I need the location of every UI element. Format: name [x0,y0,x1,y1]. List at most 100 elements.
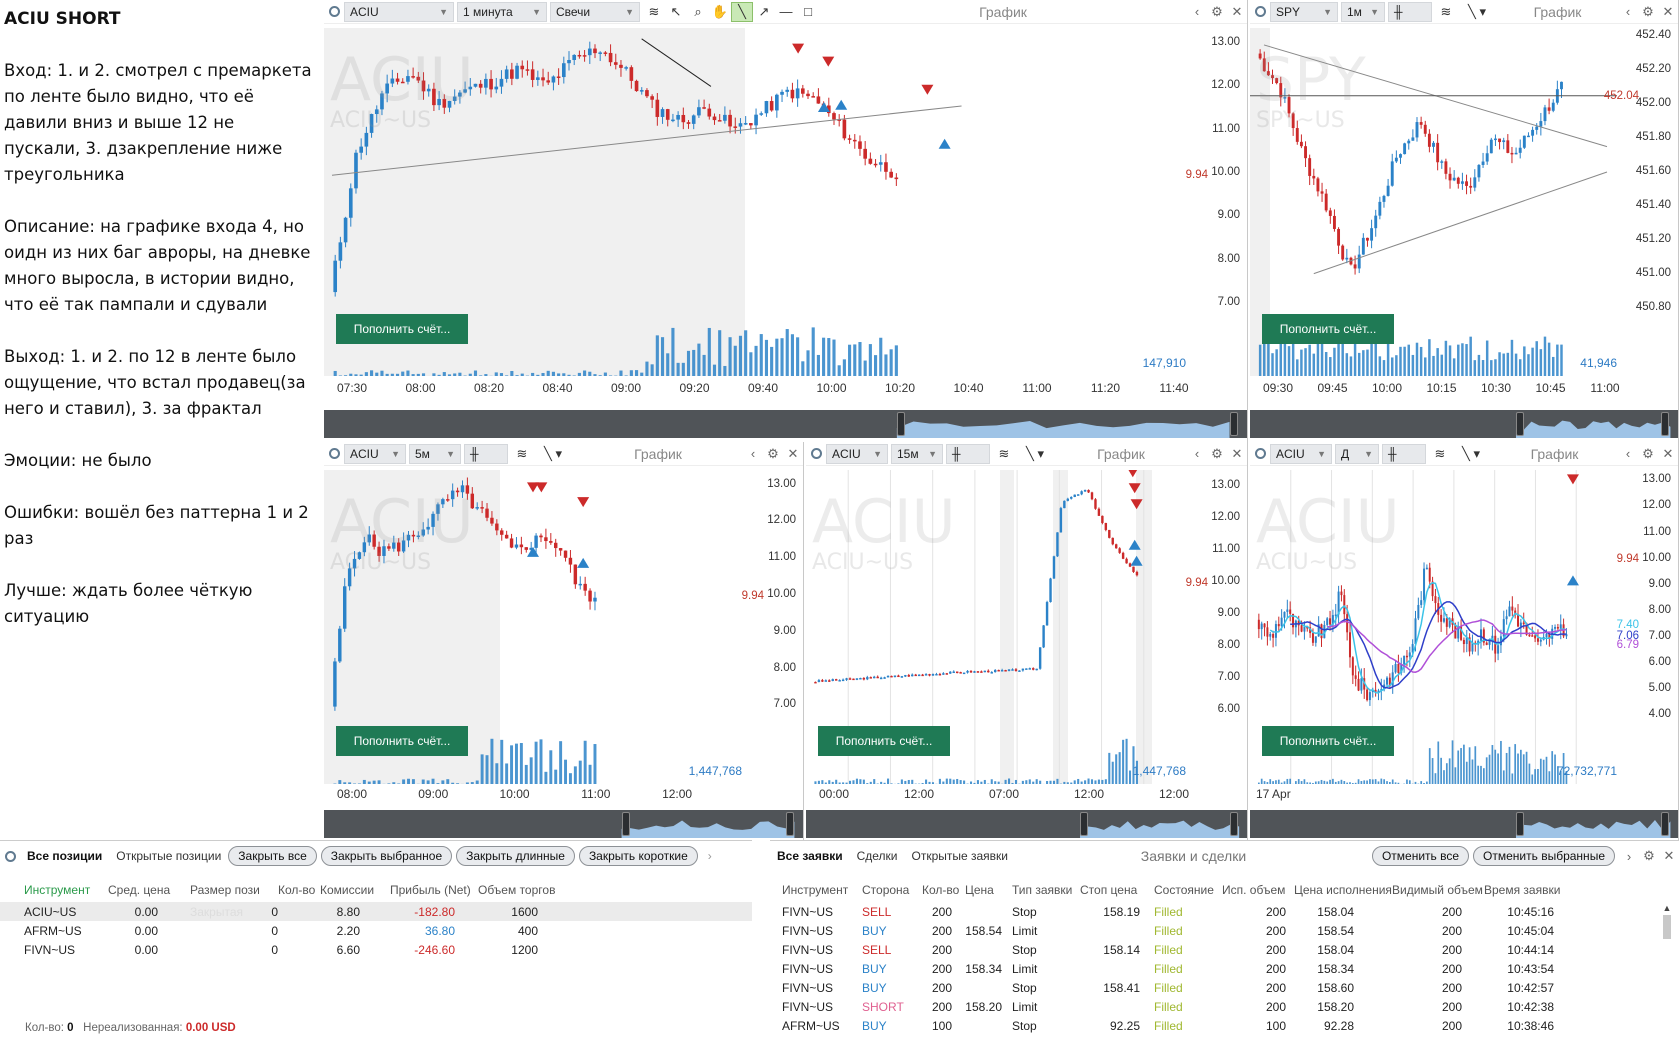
time-navigator[interactable] [324,410,1247,438]
fund-account-button[interactable]: Пополнить счёт... [336,726,468,756]
tab-trades[interactable]: Сделки [856,849,898,863]
link-icon[interactable] [1255,448,1266,459]
tab-open-positions[interactable]: Открытые позиции [116,849,222,863]
column-header[interactable]: Видимый объем [1392,883,1483,897]
gear-icon[interactable]: ⚙ [767,445,779,461]
link-icon[interactable] [1255,6,1266,17]
link-icon[interactable] [329,448,340,459]
column-header[interactable]: Сторона [862,883,910,897]
cancel-selected-button[interactable]: Отменить выбранные [1473,846,1615,866]
close-short-button[interactable]: Закрыть короткие [578,846,698,866]
column-header[interactable]: Время заявки [1484,883,1561,897]
price-plot[interactable] [1250,470,1678,784]
chevron-right-icon[interactable]: › [707,849,712,863]
timeframe-selector[interactable]: 1м ▼ [1341,1,1385,22]
fund-account-button[interactable]: Пополнить счёт... [1262,314,1394,344]
scroll-thumb[interactable] [1663,915,1671,939]
chevron-left-icon[interactable]: ‹ [1194,446,1200,461]
navigator-right-handle[interactable] [786,812,794,836]
navigator-right-handle[interactable] [1230,812,1238,836]
close-icon[interactable]: ✕ [787,445,799,461]
drawing-tools-icon[interactable]: ╲ ▾ [1468,3,1486,19]
close-all-button[interactable]: Закрыть все [228,846,317,866]
timeframe-selector[interactable]: 5м ▼ [409,443,461,464]
drawing-tools-icon[interactable]: ╲ ▾ [1462,445,1480,461]
order-row[interactable]: FIVN~US BUY 200 158.34 Limit Filled 200 158.34 2… [770,959,1660,978]
order-row[interactable]: FIVN~US BUY 200 Stop 158.41 Filled 200 158.60 20… [770,978,1660,997]
timeframe-selector[interactable]: 15м ▼ [891,443,943,464]
cursor-icon[interactable]: ↖ [670,3,682,19]
navigator-left-handle[interactable] [621,812,630,836]
navigator-left-handle[interactable] [1515,812,1524,836]
order-row[interactable]: FIVN~US SELL 200 Stop 158.19 Filled 200 158.04 2… [770,902,1660,921]
chevron-right-icon[interactable]: › [1626,848,1632,864]
symbol-selector[interactable]: ACIU ▼ [826,443,888,464]
column-header[interactable]: Цена исполнения [1294,883,1392,897]
position-row[interactable]: ACIU~US 0.00 Закрытая 0 8.80 -182.80 1600 [0,902,752,921]
zoom-icon[interactable]: ⌕ [694,3,702,19]
fund-account-button[interactable]: Пополнить счёт... [1262,726,1394,756]
timeframe-selector[interactable]: 1 минута ▼ [457,1,547,22]
arrow-icon[interactable]: ↗ [758,3,770,19]
column-header[interactable]: Инструмент [24,883,91,897]
symbol-selector[interactable]: SPY ▼ [1270,1,1338,22]
scroll-up-icon[interactable]: ▲ [1662,903,1672,913]
candle-type-button[interactable]: ╫ [946,443,990,464]
indicators-icon[interactable]: ≋ [648,3,660,19]
column-header[interactable]: Цена [965,883,994,897]
navigator-right-handle[interactable] [1661,812,1669,836]
column-header[interactable]: Состояние [1154,883,1214,897]
order-row[interactable]: FIVN~US SELL 200 Stop 158.14 Filled 200 158.04 2… [770,940,1660,959]
candle-type-button[interactable]: ╫ [1382,443,1426,464]
indicators-icon[interactable]: ≋ [1434,445,1446,461]
navigator-right-handle[interactable] [1661,412,1669,436]
chevron-left-icon[interactable]: ‹ [750,446,756,461]
link-icon[interactable] [811,448,822,459]
symbol-selector[interactable]: ACIU ▼ [1270,443,1332,464]
time-navigator[interactable] [1250,410,1678,438]
orders-scrollbar[interactable]: ▲ [1661,903,1673,1038]
gear-icon[interactable]: ⚙ [1643,848,1655,863]
column-header[interactable]: Комиссии [320,883,375,897]
position-row[interactable]: AFRM~US 0.00 0 2.20 36.80 400 [0,921,752,940]
close-long-button[interactable]: Закрыть длинные [456,846,575,866]
gear-icon[interactable]: ⚙ [1642,3,1654,19]
column-header[interactable]: Инструмент [782,883,849,897]
indicators-icon[interactable]: ≋ [1440,3,1452,19]
panel-link-icon[interactable] [5,850,16,862]
chart-style-selector[interactable]: Свечи ▼ [550,1,640,22]
navigator-left-handle[interactable] [896,412,905,436]
candle-type-button[interactable]: ╫ [1388,1,1432,22]
close-icon[interactable]: ✕ [1231,445,1243,461]
column-header[interactable]: Тип заявки [1012,883,1073,897]
candle-type-button[interactable]: ╫ [464,443,508,464]
time-navigator[interactable] [1250,810,1678,838]
position-row[interactable]: FIVN~US 0.00 0 6.60 -246.60 1200 [0,940,752,959]
column-header[interactable]: Сред. цена [108,883,171,897]
drawing-tools-icon[interactable]: ╲ ▾ [544,445,562,461]
indicators-icon[interactable]: ≋ [516,445,528,461]
chevron-left-icon[interactable]: ‹ [1625,446,1631,461]
indicators-icon[interactable]: ≋ [998,445,1010,461]
chevron-left-icon[interactable]: ‹ [1625,4,1631,19]
close-icon[interactable]: ✕ [1663,848,1675,863]
column-header[interactable]: Прибыль (Net) [390,883,471,897]
close-icon[interactable]: ✕ [1662,3,1674,19]
navigator-left-handle[interactable] [1515,412,1524,436]
column-header[interactable]: Кол-во [278,883,316,897]
column-header[interactable]: Стоп цена [1080,883,1138,897]
rectangle-icon[interactable]: □ [804,4,812,19]
close-icon[interactable]: ✕ [1231,3,1243,19]
time-navigator[interactable] [806,810,1247,838]
trendline-icon[interactable]: ╲ [731,1,753,22]
time-navigator[interactable] [324,810,803,838]
order-row[interactable]: AFRM~US BUY 100 Stop 92.25 Filled 100 92.28 200 1… [770,1016,1660,1035]
symbol-selector[interactable]: ACIU ▼ [344,443,406,464]
column-header[interactable]: Кол-во [922,883,960,897]
tab-open-orders[interactable]: Открытые заявки [911,849,1009,863]
gear-icon[interactable]: ⚙ [1642,445,1654,461]
close-selected-button[interactable]: Закрыть выбранное [320,846,453,866]
gear-icon[interactable]: ⚙ [1211,3,1223,19]
price-plot[interactable] [1250,28,1678,376]
fund-account-button[interactable]: Пополнить счёт... [818,726,950,756]
